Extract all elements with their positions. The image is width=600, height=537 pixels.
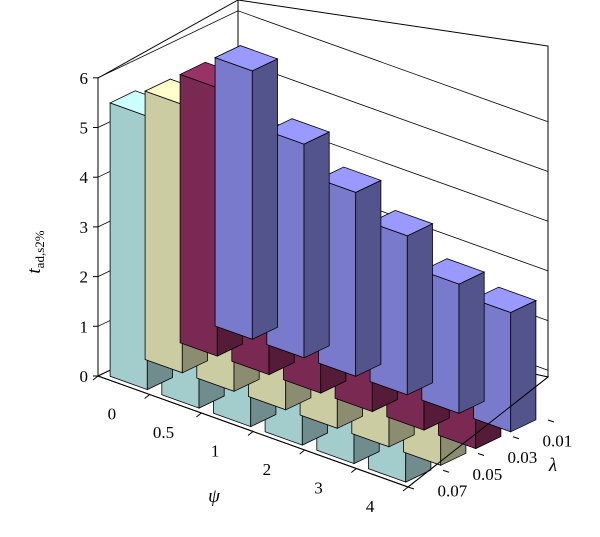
y-tick-label: 4	[80, 168, 89, 187]
z-tick-mark	[407, 486, 415, 490]
x-tick-label: 0.5	[153, 423, 174, 442]
bar	[214, 45, 279, 340]
y-tick-label: 0	[80, 367, 89, 386]
z-tick-label: 0.05	[473, 465, 503, 484]
bar-top-face	[214, 45, 279, 72]
x-tick-mark	[196, 412, 202, 418]
bar-front-face	[109, 102, 148, 391]
bar-side-face	[251, 58, 278, 340]
y-tick-label: 1	[80, 317, 89, 336]
x-tick-label: 2	[263, 460, 272, 479]
z-tick-label: 0.01	[543, 431, 573, 450]
x-tick-label: 4	[366, 497, 375, 516]
bar-top-face	[369, 209, 434, 237]
y-axis-title-main: t	[24, 268, 45, 274]
z-tick-mark	[442, 469, 450, 473]
bar-top-face	[265, 118, 331, 145]
bar-front-face	[144, 90, 183, 374]
x-tick-label: 1	[211, 441, 220, 460]
x-tick-label: 0	[108, 404, 117, 423]
y-tick-label: 3	[80, 218, 89, 237]
x-tick-mark	[247, 431, 254, 436]
tick-labels: 0 1 2 3 4 5 6 0 0.5 1 2 3 4 0.01 0.03 0.05 0.07	[80, 69, 573, 516]
bar-side-face	[303, 131, 330, 359]
y-axis-title-sub: ad,s2%	[32, 230, 47, 268]
bar-top-face	[420, 258, 486, 285]
bar-side-face	[458, 271, 485, 414]
z-axis-title: λ	[548, 455, 557, 476]
x-tick-mark	[351, 468, 357, 473]
gridline	[97, 10, 549, 123]
y-axis-title: tad,s2%	[24, 230, 47, 273]
bars	[109, 45, 537, 483]
bar-front-face	[214, 57, 253, 340]
bar-front-face	[179, 73, 218, 357]
x-tick-label: 3	[314, 478, 323, 497]
bar-top-face	[472, 286, 537, 313]
z-tick-mark	[547, 419, 555, 423]
bar-side-face	[406, 223, 433, 396]
bar-top-face	[317, 166, 382, 193]
z-axis-line	[407, 376, 549, 488]
y-tick-label: 2	[80, 268, 89, 287]
z-tick-mark	[512, 436, 520, 440]
y-tick-label: 6	[80, 69, 89, 88]
x-tick-mark	[299, 449, 305, 455]
x-tick-mark	[402, 486, 409, 492]
x-axis-title: ψ	[208, 486, 221, 507]
z-tick-label: 0.07	[438, 482, 468, 501]
y-tick-label: 5	[80, 119, 89, 138]
z-tick-label: 0.03	[508, 448, 538, 467]
x-tick-mark	[144, 394, 150, 399]
z-tick-mark	[477, 453, 485, 456]
bar-side-face	[355, 179, 382, 377]
x-tick-mark	[92, 375, 99, 381]
bar-side-face	[510, 299, 537, 433]
